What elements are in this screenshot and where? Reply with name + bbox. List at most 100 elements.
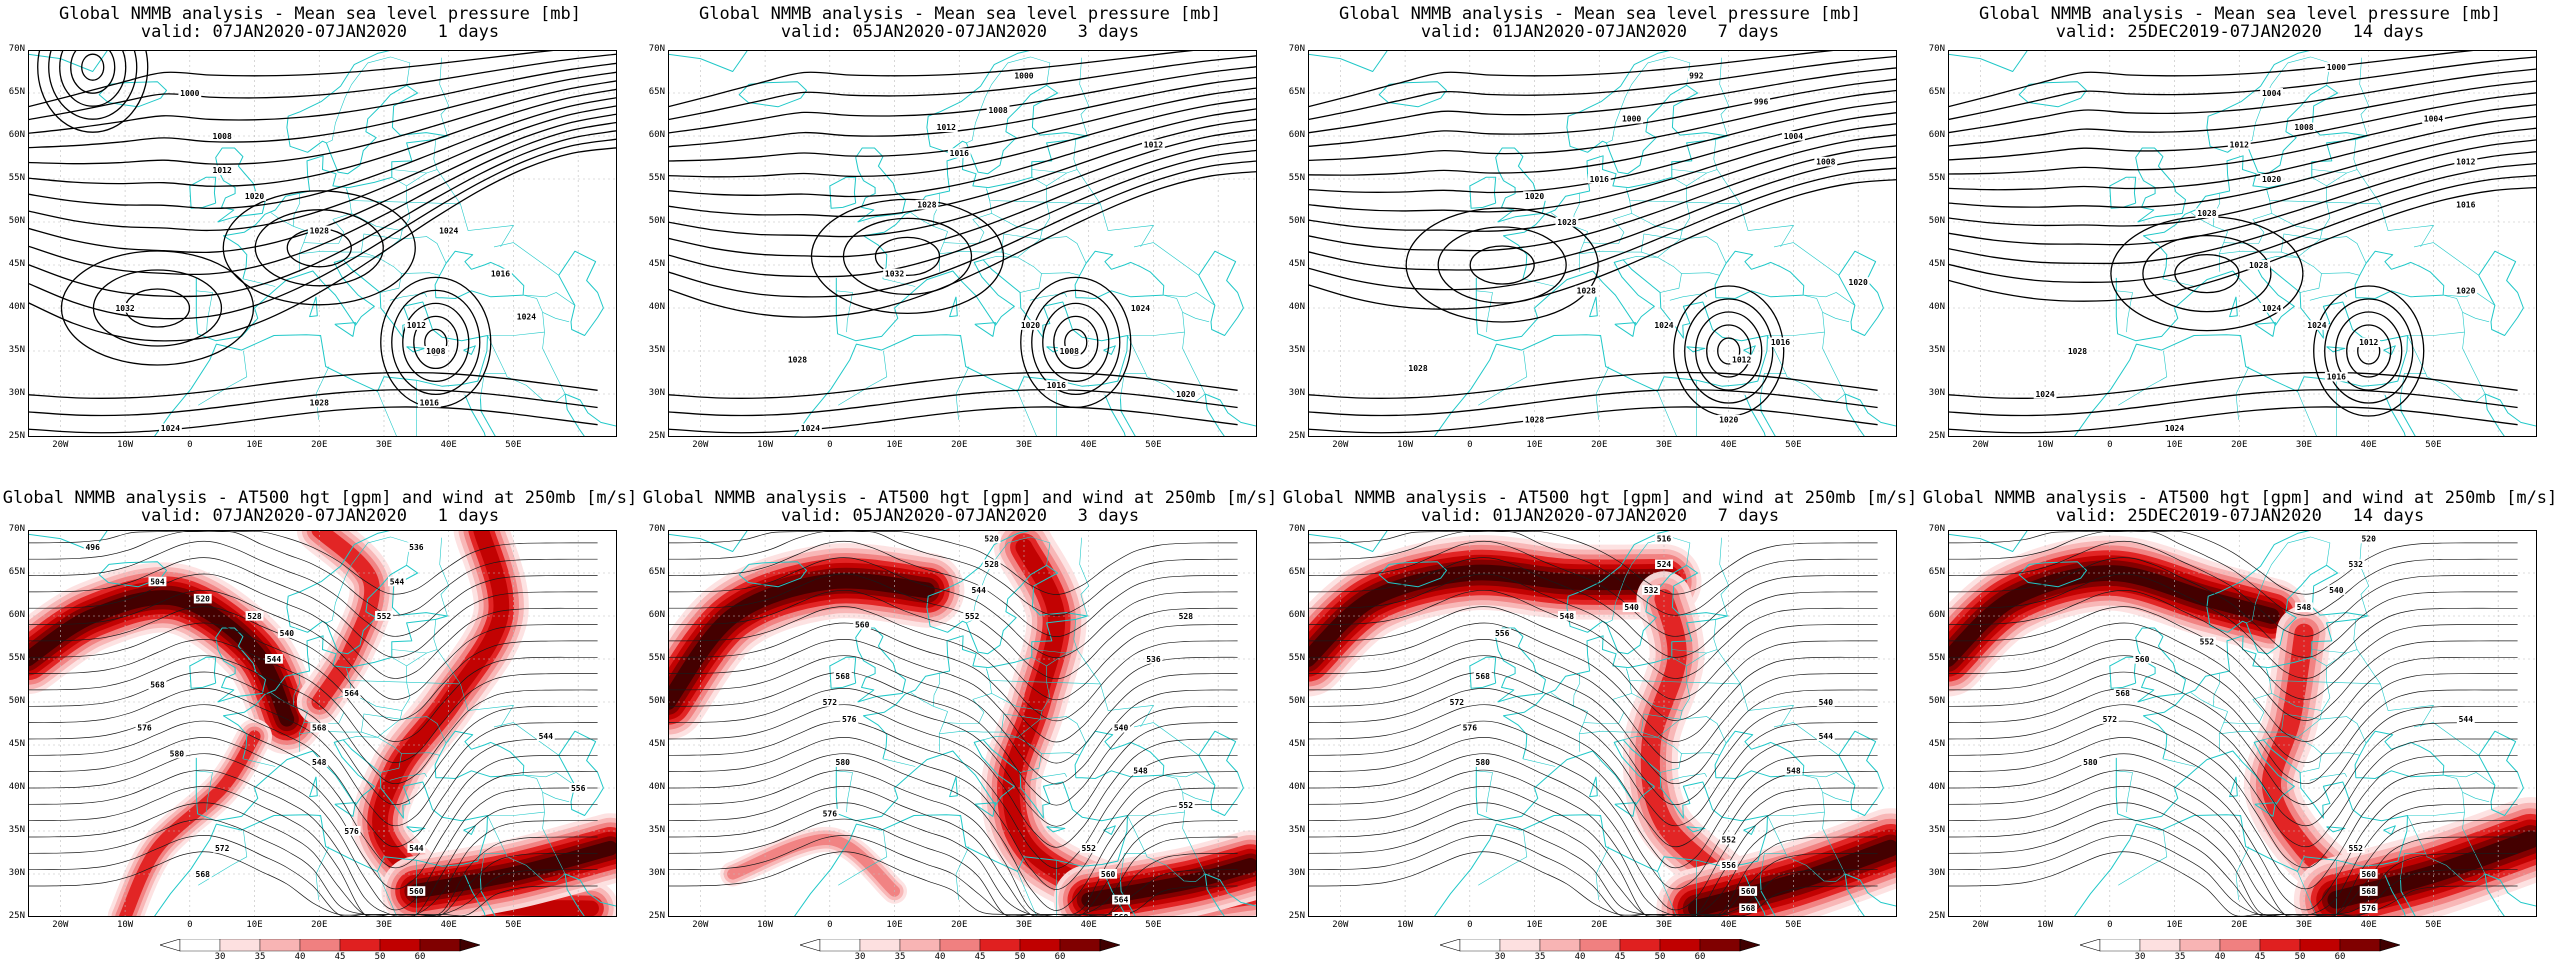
lat-tick-label: 45N xyxy=(1928,739,1945,749)
high-isobar xyxy=(1405,207,1599,323)
height-contour xyxy=(668,557,1238,659)
low-isobar xyxy=(402,302,470,383)
contour-label: 1000 xyxy=(1014,72,1033,81)
contour-label: 548 xyxy=(312,758,327,767)
high-isobar xyxy=(874,236,941,277)
lon-tick-label: 50E xyxy=(505,920,522,930)
height-contour xyxy=(668,530,1238,595)
contour-label: 1016 xyxy=(1590,175,1609,184)
contour-label: 568 xyxy=(312,724,327,733)
contour-label: 1028 xyxy=(1577,287,1596,296)
lat-tick-label: 70N xyxy=(648,524,665,534)
lon-tick-label: 40E xyxy=(440,440,457,450)
contour-label-bg xyxy=(1652,320,1676,330)
high-isobar xyxy=(222,190,416,306)
contour-labels: 516 524 532 540 548 556 568 572 576 580 540 544 548 5… xyxy=(1447,533,1835,914)
colorbar-bin xyxy=(219,938,261,952)
height-contour xyxy=(28,573,598,679)
contour-label-bg xyxy=(437,225,461,236)
lon-tick-label: 0 xyxy=(2107,440,2113,450)
contour-label: 1012 xyxy=(2456,158,2475,167)
contour-label: 520 xyxy=(984,534,999,543)
contour-label: 552 xyxy=(1179,801,1194,810)
isobar xyxy=(1308,156,1897,271)
lon-tick-label: 20E xyxy=(2231,440,2248,450)
height-contour xyxy=(1308,802,1878,917)
contour-label: 1024 xyxy=(439,226,458,235)
height-contour xyxy=(668,786,1238,917)
lat-tick-label: 30N xyxy=(1928,868,1945,878)
contour-label: 1008 xyxy=(1816,158,1835,167)
height-contour xyxy=(668,606,1238,722)
contour-label: 1008 xyxy=(988,106,1007,115)
height-contour xyxy=(28,639,598,763)
lat-tick-label: 40N xyxy=(1288,302,1305,312)
contour-label-bg xyxy=(2359,886,2378,896)
contour-label: 564 xyxy=(1114,896,1129,905)
colorbar-bin xyxy=(2099,938,2141,952)
height-contour xyxy=(28,786,598,917)
contour-label-bg xyxy=(310,722,329,733)
height-contour xyxy=(1948,786,2518,917)
lon-tick-label: 30E xyxy=(375,440,393,450)
lat-tick-label: 50N xyxy=(648,216,665,226)
lat-tick-label: 65N xyxy=(1288,567,1305,577)
lat-tick-label: 70N xyxy=(8,524,25,534)
lat-tick-label: 30N xyxy=(8,868,25,878)
contour-label-bg xyxy=(1784,765,1803,776)
height-contours xyxy=(1308,530,1878,917)
lat-tick-label: 40N xyxy=(8,782,25,792)
lat-tick-label: 50N xyxy=(1928,216,1945,226)
isobar xyxy=(1948,151,2537,246)
contour-label-bg xyxy=(1739,903,1758,914)
contour-label: 524 xyxy=(1657,560,1672,569)
contour-label-bg xyxy=(2357,337,2381,348)
low-isobar xyxy=(1053,315,1099,370)
wind-band xyxy=(1688,839,1897,917)
lat-tick-label: 30N xyxy=(648,388,665,398)
lat-tick-label: 45N xyxy=(1288,259,1305,269)
low-isobar xyxy=(81,53,105,81)
low-isobar xyxy=(391,289,481,396)
contour-label: 560 xyxy=(409,887,424,896)
height-contour xyxy=(1948,818,2518,917)
contour-label: 568 xyxy=(150,681,165,690)
contour-label-bg xyxy=(982,533,1001,544)
lat-tick-label: 45N xyxy=(8,259,25,269)
colorbar-bin xyxy=(379,938,421,952)
contour-label-bg xyxy=(1406,363,1430,373)
coastline xyxy=(28,50,617,437)
contour-label-bg xyxy=(840,714,859,724)
lat-tick-label: 65N xyxy=(1928,567,1945,577)
lat-tick-label: 40N xyxy=(8,302,25,312)
contour-label: 560 xyxy=(855,620,870,629)
contour-label-bg xyxy=(1099,869,1118,879)
isobar xyxy=(668,50,1203,108)
contour-label-bg xyxy=(307,397,331,408)
contour-label: 580 xyxy=(170,749,185,758)
mslp-panel-2: Global NMMB analysis - Mean sea level pr… xyxy=(640,0,1280,450)
contour-label: 576 xyxy=(842,715,857,724)
isobar xyxy=(1308,89,1897,162)
colorbar-tick-label: 45 xyxy=(1614,952,1626,962)
lat-tick-label: 60N xyxy=(1288,130,1305,140)
height-contour xyxy=(1308,530,1878,616)
contour-label-bg xyxy=(387,576,406,587)
mslp-panel-1: Global NMMB analysis - Mean sea level pr… xyxy=(0,0,640,450)
wind-colorbar: 30 35 40 45 50 60 xyxy=(798,938,1122,968)
contour-label-bg xyxy=(210,131,234,141)
lon-tick-label: 30E xyxy=(2295,440,2313,450)
height-contour xyxy=(668,540,1238,637)
height-contour xyxy=(1308,573,1878,679)
height-contour xyxy=(28,688,598,827)
height-contour xyxy=(1308,720,1878,869)
contour-label-bg xyxy=(986,105,1010,115)
contour-label: 1024 xyxy=(2165,424,2184,433)
height-contour xyxy=(1948,655,2518,785)
lat-tick-label: 30N xyxy=(1928,388,1945,398)
height-contour xyxy=(1948,530,2518,616)
contour-label: 1016 xyxy=(2456,201,2475,210)
lon-tick-label: 50E xyxy=(1145,440,1162,450)
contour-label-bg xyxy=(1655,533,1673,544)
contour-label-bg xyxy=(853,619,872,630)
